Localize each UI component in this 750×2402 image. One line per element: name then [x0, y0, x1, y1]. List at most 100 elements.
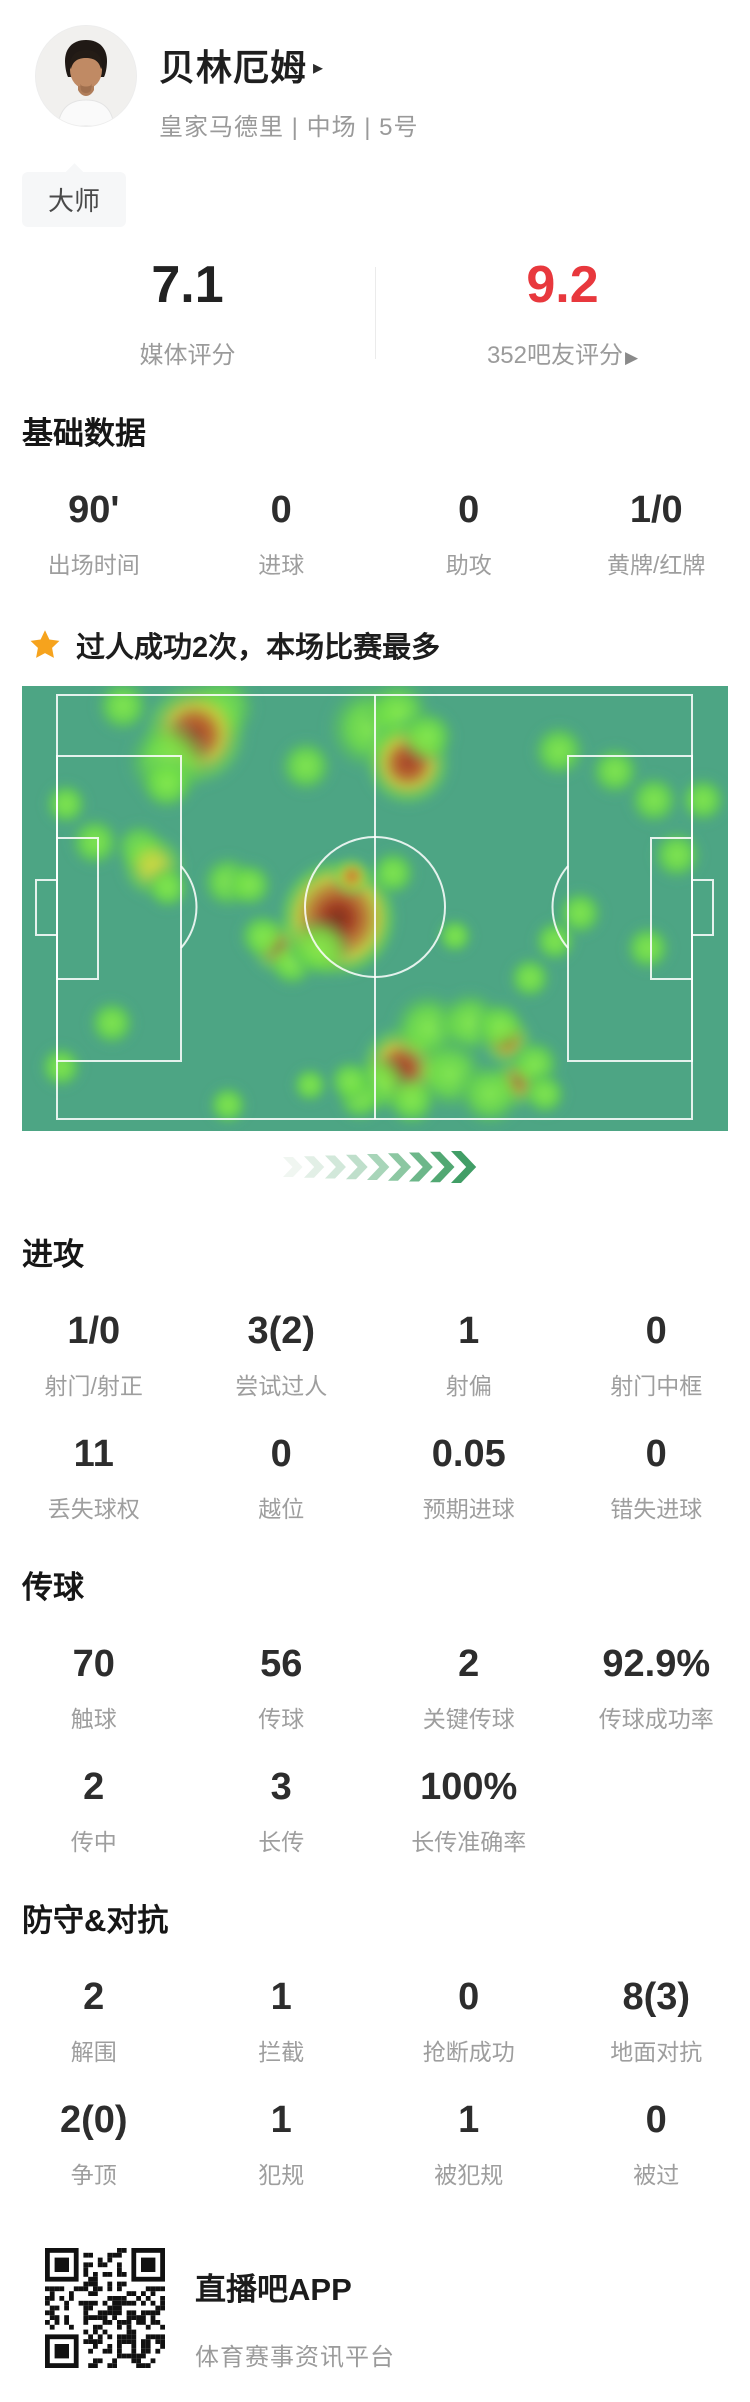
stat-value: 2(0) [0, 2099, 188, 2142]
fans-rating-arrow-icon: ▶ [625, 348, 638, 367]
stat-cell: 90' 出场时间 [0, 489, 188, 580]
media-rating-value: 7.1 [0, 255, 375, 315]
fans-rating[interactable]: 9.2 352吧友评分▶ [375, 255, 750, 370]
highlight-row: 过人成功2次，本场比赛最多 [28, 624, 750, 666]
stat-label: 传中 [0, 1823, 188, 1857]
stat-value: 1/0 [0, 1310, 188, 1353]
media-rating-label: 媒体评分 [0, 335, 375, 370]
stat-cell: 1 犯规 [188, 2099, 376, 2190]
stat-cell: 0 越位 [188, 1433, 376, 1524]
stat-cell: 3 长传 [188, 1766, 376, 1857]
stat-label: 越位 [188, 1490, 376, 1524]
qr-code [45, 2248, 165, 2368]
stat-cell: 8(3) 地面对抗 [563, 1976, 750, 2067]
stat-label: 解围 [0, 2033, 188, 2067]
fans-rating-text: 352吧友评分 [487, 342, 623, 369]
ratings: 7.1 媒体评分 9.2 352吧友评分▶ [0, 255, 750, 370]
stat-cell: 2 解围 [0, 1976, 188, 2067]
stat-label: 抢断成功 [375, 2033, 563, 2067]
stat-value: 92.9% [563, 1643, 750, 1686]
fans-rating-label: 352吧友评分▶ [375, 335, 750, 370]
team-position-number: 皇家马德里 | 中场 | 5号 [159, 107, 419, 142]
ratings-divider [375, 267, 376, 359]
stat-value: 3(2) [188, 1310, 376, 1353]
stat-label: 长传准确率 [375, 1823, 563, 1857]
stat-label: 地面对抗 [563, 2033, 750, 2067]
stat-value: 0 [563, 1310, 750, 1353]
stat-label: 长传 [188, 1823, 376, 1857]
stat-label: 助攻 [375, 546, 563, 580]
highlight-text: 过人成功2次，本场比赛最多 [76, 624, 440, 666]
footer-tagline: 体育赛事资讯平台 [195, 2337, 395, 2372]
stat-value: 8(3) [563, 1976, 750, 2019]
header: 贝林厄姆 ▸ 皇家马德里 | 中场 | 5号 [0, 0, 750, 142]
stat-value: 1 [375, 1310, 563, 1353]
chevron-icon [451, 1151, 476, 1183]
stat-cell [563, 1766, 750, 1857]
stat-label: 黄牌/红牌 [563, 546, 750, 580]
stat-value: 1 [188, 2099, 376, 2142]
rating-badge: 大师 [22, 172, 126, 227]
stat-label: 出场时间 [0, 546, 188, 580]
stat-label: 丢失球权 [0, 1490, 188, 1524]
stat-value: 2 [375, 1643, 563, 1686]
stat-cell: 0 射门中框 [563, 1310, 750, 1401]
heatmap [0, 686, 750, 1191]
stat-value: 0 [188, 1433, 376, 1476]
avatar-image [36, 26, 136, 126]
stat-label: 预期进球 [375, 1490, 563, 1524]
stat-value: 0 [188, 489, 376, 532]
stat-label: 进球 [188, 546, 376, 580]
player-name-link[interactable]: 贝林厄姆 ▸ [159, 39, 419, 91]
section-title-passing: 传球 [22, 1562, 750, 1607]
section-title-defense: 防守&对抗 [22, 1895, 750, 1940]
chevron-icon [283, 1157, 303, 1177]
footer-app-name: 直播吧APP [195, 2264, 395, 2309]
stat-cell: 0 进球 [188, 489, 376, 580]
chevrons-divider [0, 1143, 750, 1191]
stat-value: 2 [0, 1766, 188, 1809]
stat-label: 犯规 [188, 2156, 376, 2190]
stat-cell: 100% 长传准确率 [375, 1766, 563, 1857]
stat-value: 2 [0, 1976, 188, 2019]
stat-cell: 92.9% 传球成功率 [563, 1643, 750, 1734]
stat-value: 0 [375, 489, 563, 532]
stat-label: 射门中框 [563, 1367, 750, 1401]
stat-value: 70 [0, 1643, 188, 1686]
stat-label: 错失进球 [563, 1490, 750, 1524]
stat-value: 100% [375, 1766, 563, 1809]
stat-value: 1 [375, 2099, 563, 2142]
stat-value: 0 [375, 1976, 563, 2019]
stat-label: 争顶 [0, 2156, 188, 2190]
stat-label: 关键传球 [375, 1700, 563, 1734]
stat-label: 传球成功率 [563, 1700, 750, 1734]
stat-value: 3 [188, 1766, 376, 1809]
stat-value: 0 [563, 1433, 750, 1476]
stat-cell: 70 触球 [0, 1643, 188, 1734]
media-rating: 7.1 媒体评分 [0, 255, 375, 370]
stat-value: 0.05 [375, 1433, 563, 1476]
stat-cell: 0 抢断成功 [375, 1976, 563, 2067]
footer: 直播吧APP 体育赛事资讯平台 [45, 2248, 750, 2372]
stat-label: 触球 [0, 1700, 188, 1734]
stat-cell: 2 传中 [0, 1766, 188, 1857]
stat-value: 90' [0, 489, 188, 532]
